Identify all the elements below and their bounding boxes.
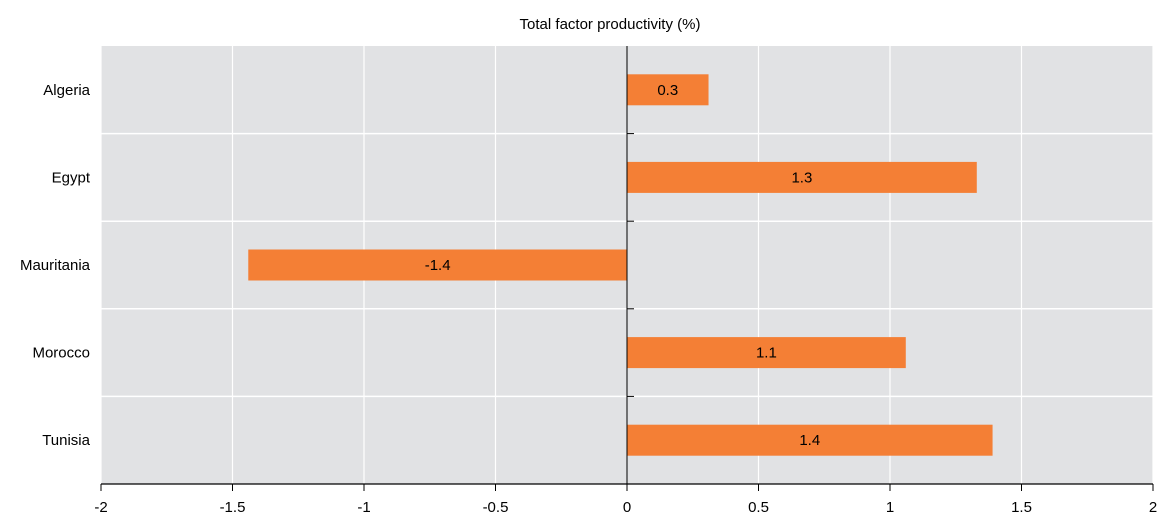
bar-algeria <box>627 74 709 106</box>
bar-egypt <box>627 161 977 193</box>
category-label-tunisia: Tunisia <box>42 432 90 449</box>
bar-mauritania <box>248 249 627 281</box>
category-label-egypt: Egypt <box>52 169 91 186</box>
x-tick-label-0: -2 <box>94 499 107 516</box>
x-tick-label-8: 2 <box>1149 499 1157 516</box>
data-label-morocco: 1.1 <box>756 345 777 362</box>
x-tick-label-1: -1.5 <box>220 499 246 516</box>
data-label-tunisia: 1.4 <box>799 432 820 449</box>
x-tick-label-4: 0 <box>623 499 631 516</box>
bar-morocco <box>627 337 906 369</box>
x-tick-label-2: -1 <box>357 499 370 516</box>
chart-title: Total factor productivity (%) <box>520 16 701 33</box>
category-label-algeria: Algeria <box>43 82 90 99</box>
x-tick-label-7: 1.5 <box>1011 499 1032 516</box>
plot-area: 0.3 Algeria 1.3 Egypt -1.4 Mauritania 1.1 Moroc… <box>20 46 1157 516</box>
data-label-mauritania: -1.4 <box>425 257 451 274</box>
data-label-egypt: 1.3 <box>791 169 812 186</box>
data-label-algeria: 0.3 <box>657 82 678 99</box>
x-tick-label-3: -0.5 <box>483 499 509 516</box>
category-label-mauritania: Mauritania <box>20 257 91 274</box>
bar-tunisia <box>627 424 993 456</box>
x-tick-label-6: 1 <box>886 499 894 516</box>
x-tick-label-5: 0.5 <box>748 499 769 516</box>
category-label-morocco: Morocco <box>32 345 90 362</box>
